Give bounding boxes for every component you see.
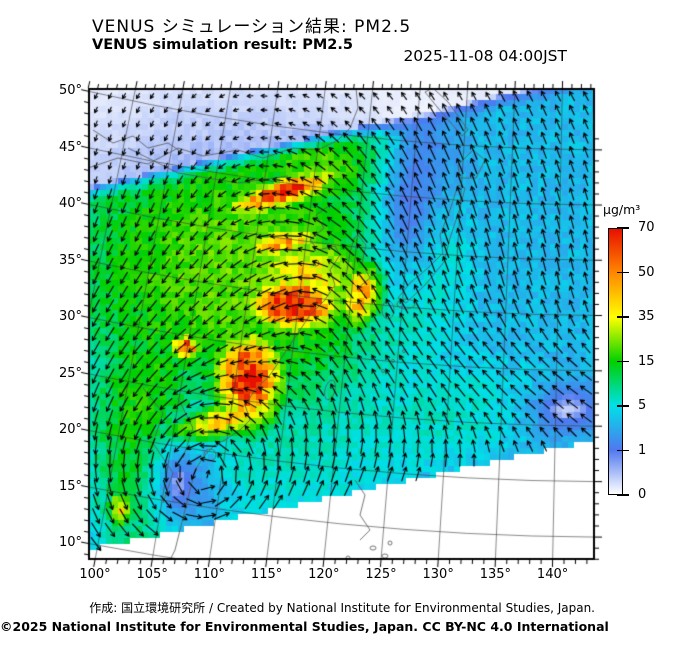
- colorbar-tick: [617, 449, 629, 452]
- lon-tick-label: 105°: [136, 567, 168, 582]
- lon-tick-label: 130°: [422, 567, 454, 582]
- lon-tick-label: 120°: [308, 567, 340, 582]
- colorbar-tick: [617, 360, 629, 363]
- colorbar-tick: [617, 494, 629, 496]
- lat-tick-label: 40°: [58, 196, 82, 212]
- colorbar-tick: [617, 227, 629, 229]
- lat-tick-label: 45°: [58, 139, 82, 155]
- colorbar-tick: [617, 271, 629, 274]
- colorbar-tick-value: 70: [638, 220, 655, 235]
- colorbar-tick-value: 35: [638, 309, 655, 324]
- forecast-timestamp: 2025-11-08 04:00JST: [403, 47, 567, 65]
- lon-tick-label: 110°: [193, 567, 226, 582]
- lon-tick-label: 135°: [479, 567, 512, 582]
- colorbar-unit-label: µg/m³: [603, 202, 641, 217]
- page-title-english: VENUS simulation result: PM2.5: [92, 37, 353, 53]
- lon-tick-label: 125°: [365, 567, 397, 582]
- lat-tick-label: 25°: [58, 365, 82, 381]
- lat-tick-label: 35°: [58, 252, 82, 268]
- lon-tick-label: 115°: [250, 567, 283, 582]
- footer-credit: 作成: 国立環境研究所 / Created by National Instit…: [89, 601, 595, 615]
- lon-tick-label: 140°: [536, 567, 569, 582]
- colorbar-tick-value: 50: [638, 264, 655, 280]
- lat-tick-label: 50°: [58, 83, 82, 99]
- lon-tick-label: 100°: [79, 567, 111, 582]
- colorbar-tick-value: 0: [638, 487, 647, 502]
- lat-tick-label: 10°: [58, 535, 82, 551]
- lat-tick-label: 20°: [58, 422, 82, 438]
- colorbar-tick-value: 5: [638, 398, 647, 413]
- lat-tick-label: 15°: [58, 478, 82, 494]
- page-title-japanese: VENUS シミュレーション結果: PM2.5: [92, 17, 412, 37]
- lat-tick-label: 30°: [58, 309, 82, 325]
- colorbar-tick: [617, 316, 629, 318]
- colorbar-tick-value: 1: [638, 442, 647, 458]
- colorbar-tick-value: 15: [638, 353, 655, 369]
- colorbar-tick: [617, 405, 629, 407]
- footer-license: ©2025 National Institute for Environment…: [0, 619, 609, 634]
